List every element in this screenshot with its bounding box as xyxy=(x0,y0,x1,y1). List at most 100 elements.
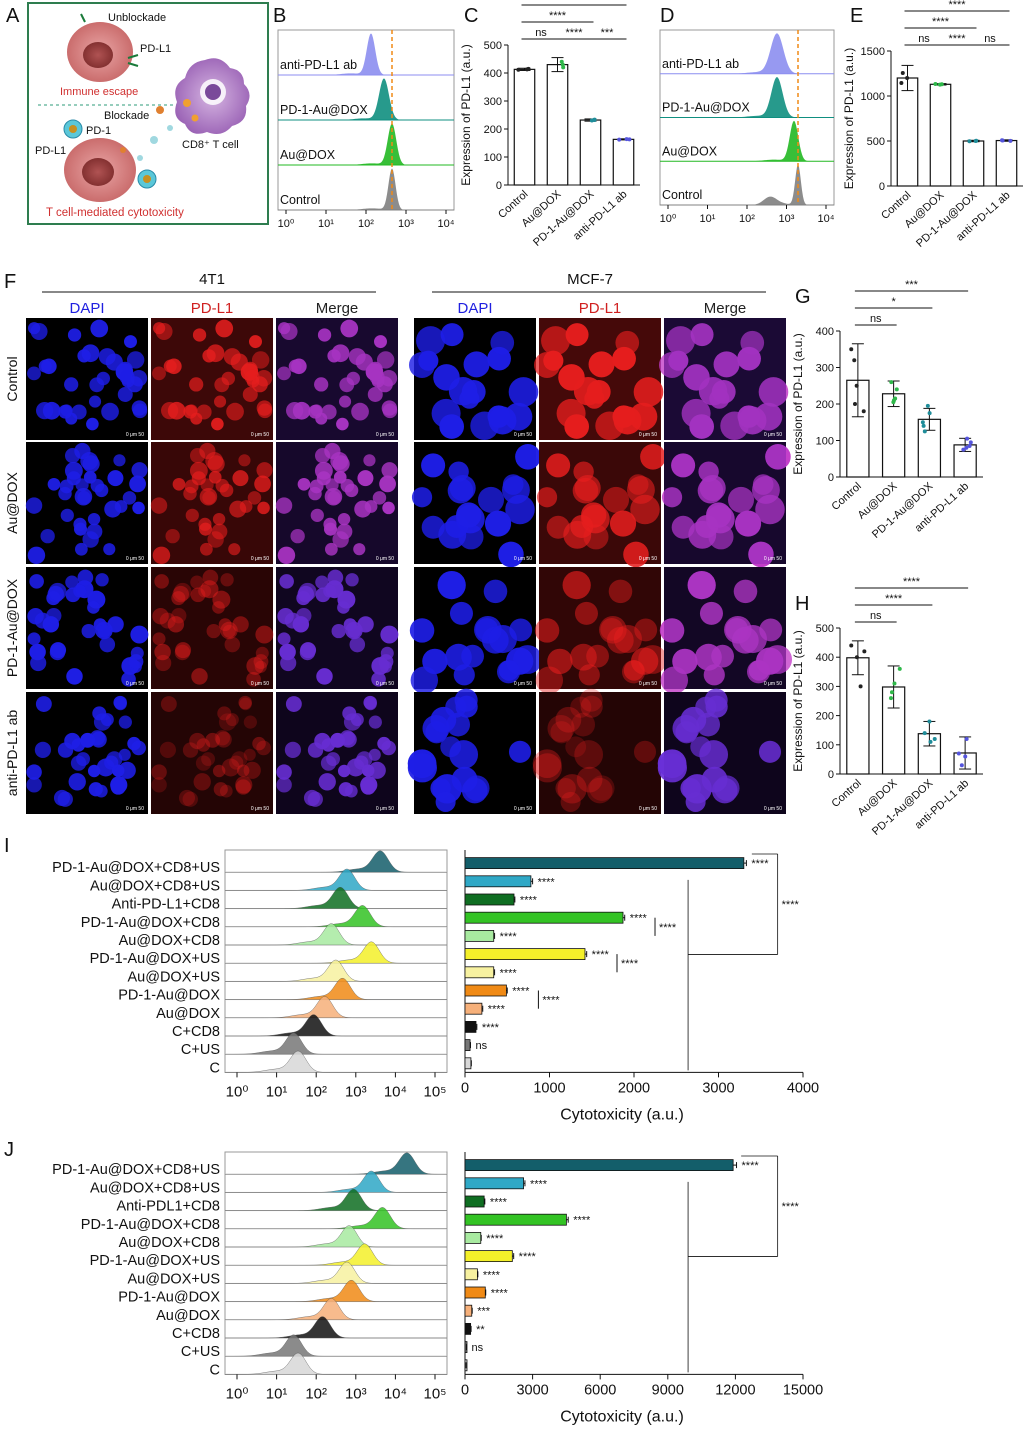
flow-peak xyxy=(225,978,447,1000)
flow-tick-label: 10⁴ xyxy=(818,213,835,225)
cell-blob xyxy=(215,319,234,338)
cell-blob xyxy=(314,377,329,392)
cell-blob xyxy=(275,497,293,514)
cell-blob xyxy=(224,636,241,653)
y-tick-label: 200 xyxy=(484,124,502,136)
cell-blob xyxy=(99,636,116,653)
data-point xyxy=(862,649,867,654)
cell-blob xyxy=(119,369,135,385)
data-point xyxy=(893,396,898,401)
cell-blob xyxy=(615,330,640,355)
cell-line-4t1-title: 4T1 xyxy=(199,271,225,288)
cell-blob xyxy=(532,749,562,779)
cell-blob xyxy=(456,502,482,528)
cell-blob xyxy=(381,462,398,479)
cell-blob xyxy=(310,508,324,522)
background-haze xyxy=(539,442,661,564)
cell-blob xyxy=(126,351,145,369)
cell-blob xyxy=(199,542,213,556)
cell-blob xyxy=(105,353,123,371)
bar xyxy=(464,1039,471,1051)
cell-blob xyxy=(543,350,564,371)
cell-blob xyxy=(244,369,260,385)
cytotoxicity-panel-j: PD-1-Au@DOX+CD8+US Au@DOX+CD8+US Anti-PDL1… xyxy=(52,1151,823,1425)
cell-blob xyxy=(685,791,706,812)
cell-blob xyxy=(307,791,323,807)
cell-blob xyxy=(758,740,782,763)
cell-blob xyxy=(463,351,490,378)
cell-blob xyxy=(355,353,373,371)
cell-blob xyxy=(464,775,490,801)
cell-blob xyxy=(546,453,571,478)
cell-blob xyxy=(759,618,783,642)
data-point xyxy=(627,137,632,142)
cell-blob xyxy=(219,784,233,798)
cell-blob xyxy=(276,764,292,780)
bar xyxy=(896,77,919,187)
cell-blob xyxy=(588,351,615,378)
data-point xyxy=(959,763,964,768)
background-haze xyxy=(539,692,661,814)
bar-chart-h: 0 100 200 300 400 500 Expression of PD-L1 (a.u… xyxy=(791,576,983,838)
y-tick-label: 400 xyxy=(816,652,834,664)
cell-blob xyxy=(117,386,133,402)
x-tick-label: 12000 xyxy=(715,1382,755,1398)
cell-blob xyxy=(254,660,267,673)
cell-blob xyxy=(734,510,762,537)
significance-label: ns xyxy=(870,313,882,325)
significance-label: ** xyxy=(476,1324,485,1336)
bar xyxy=(612,138,635,186)
cell-blob xyxy=(29,574,44,589)
cell-blob xyxy=(440,323,464,347)
cell-blob xyxy=(277,608,294,625)
scale-bar-label: 0 μm 50 xyxy=(376,806,394,812)
cell-blob xyxy=(131,740,146,756)
cell-blob xyxy=(367,386,383,402)
cell-blob xyxy=(368,761,386,779)
flow-peak xyxy=(225,1334,447,1357)
cell-blob xyxy=(256,740,271,756)
scale-bar-label: 0 μm 50 xyxy=(376,681,394,687)
cell-blob xyxy=(562,570,591,600)
group-label: PD-1-Au@DOX+CD8 xyxy=(81,915,220,931)
cell-blob xyxy=(81,344,100,363)
cell-blob xyxy=(182,742,199,758)
significance-label: ns xyxy=(984,33,996,45)
scale-bar-label: 0 μm 50 xyxy=(376,432,394,438)
bar xyxy=(464,1232,482,1244)
channel-header: PD-L1 xyxy=(191,300,234,317)
cell-blob xyxy=(213,782,228,797)
data-point xyxy=(900,70,905,75)
cell-blob xyxy=(706,502,732,528)
unblockade-label: Unblockade xyxy=(108,12,166,24)
blockade-label: Blockade xyxy=(104,110,149,122)
flow-tick-label: 10⁵ xyxy=(424,1083,447,1100)
y-tick-label: 200 xyxy=(816,399,834,411)
cell-blob xyxy=(152,546,171,565)
cell-blob xyxy=(215,478,230,493)
cell-blob xyxy=(67,328,82,342)
significance-label: **** xyxy=(486,1233,504,1245)
cell-blob xyxy=(190,575,204,589)
cell-blob xyxy=(353,543,366,556)
significance-label: **** xyxy=(592,949,610,961)
flow-tick-label: 10¹ xyxy=(318,218,334,230)
group-label: PD-1-Au@DOX+US xyxy=(90,951,220,967)
flow-peak xyxy=(225,959,447,982)
group-label: Au@DOX+US xyxy=(128,1271,221,1287)
cell-blob xyxy=(578,664,600,686)
panel-letter-h: H xyxy=(795,593,809,615)
cell-blob xyxy=(363,695,377,710)
significance-label: **** xyxy=(538,876,556,888)
cell-blob xyxy=(122,491,137,505)
cell-blob xyxy=(409,618,435,643)
cell-blob xyxy=(589,775,615,801)
background-haze xyxy=(151,567,273,689)
cell-blob xyxy=(185,508,199,522)
cell-blob xyxy=(150,497,168,514)
background-haze xyxy=(539,567,661,689)
cell-blob xyxy=(92,706,107,721)
cell-blob xyxy=(573,461,594,482)
cell-blob xyxy=(107,616,124,633)
cell-line-mcf7-title: MCF-7 xyxy=(567,271,613,288)
